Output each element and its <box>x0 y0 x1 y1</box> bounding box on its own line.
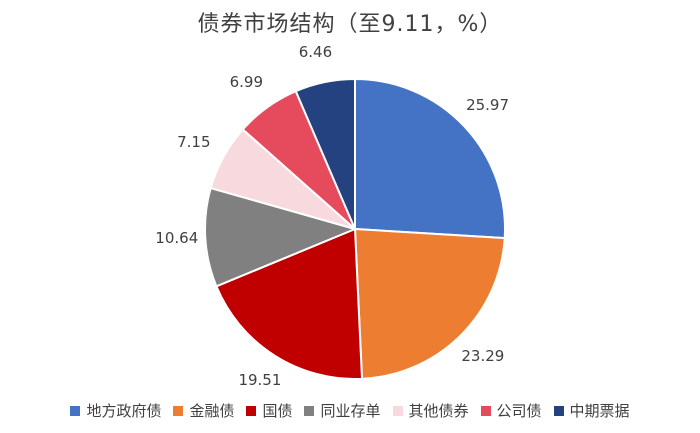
legend-swatch-icon <box>480 405 491 416</box>
legend-item: 公司债 <box>480 400 542 421</box>
pie-slice <box>204 186 359 288</box>
legend-swatch-icon <box>173 405 184 416</box>
legend-label: 公司债 <box>496 402 542 420</box>
legend-item: 国债 <box>246 400 292 421</box>
legend: 地方政府债 金融债 国债 同业存单 其他债券 公司债 中期票据 <box>0 400 700 421</box>
pie-slice <box>294 77 356 230</box>
data-label: 6.99 <box>229 73 264 92</box>
legend-item: 同业存单 <box>304 400 381 421</box>
data-label: 7.15 <box>177 132 211 151</box>
legend-item: 中期票据 <box>553 400 630 421</box>
legend-swatch-icon <box>392 405 403 416</box>
legend-label: 中期票据 <box>569 402 630 420</box>
legend-swatch-icon <box>70 405 81 416</box>
pie-slice <box>353 227 506 380</box>
chart-title: 债券市场结构（至9.11，%） <box>197 12 503 37</box>
data-label: 23.29 <box>461 347 505 366</box>
pie-slice <box>215 227 364 380</box>
legend-item: 其他债券 <box>392 400 469 421</box>
legend-label: 同业存单 <box>320 402 381 420</box>
legend-label: 国债 <box>262 402 293 420</box>
legend-item: 金融债 <box>173 400 234 421</box>
legend-swatch-icon <box>246 405 257 416</box>
data-label: 6.46 <box>298 42 333 61</box>
legend-label: 金融债 <box>189 402 235 420</box>
legend-label: 地方政府债 <box>86 402 162 420</box>
legend-swatch-icon <box>553 405 564 416</box>
data-label: 19.51 <box>238 370 282 389</box>
legend-item: 地方政府债 <box>70 400 161 421</box>
legend-swatch-icon <box>304 405 315 416</box>
data-label: 25.97 <box>466 95 510 114</box>
data-label: 10.64 <box>155 229 199 248</box>
pie-slice <box>354 77 506 240</box>
legend-label: 其他债券 <box>408 402 469 420</box>
